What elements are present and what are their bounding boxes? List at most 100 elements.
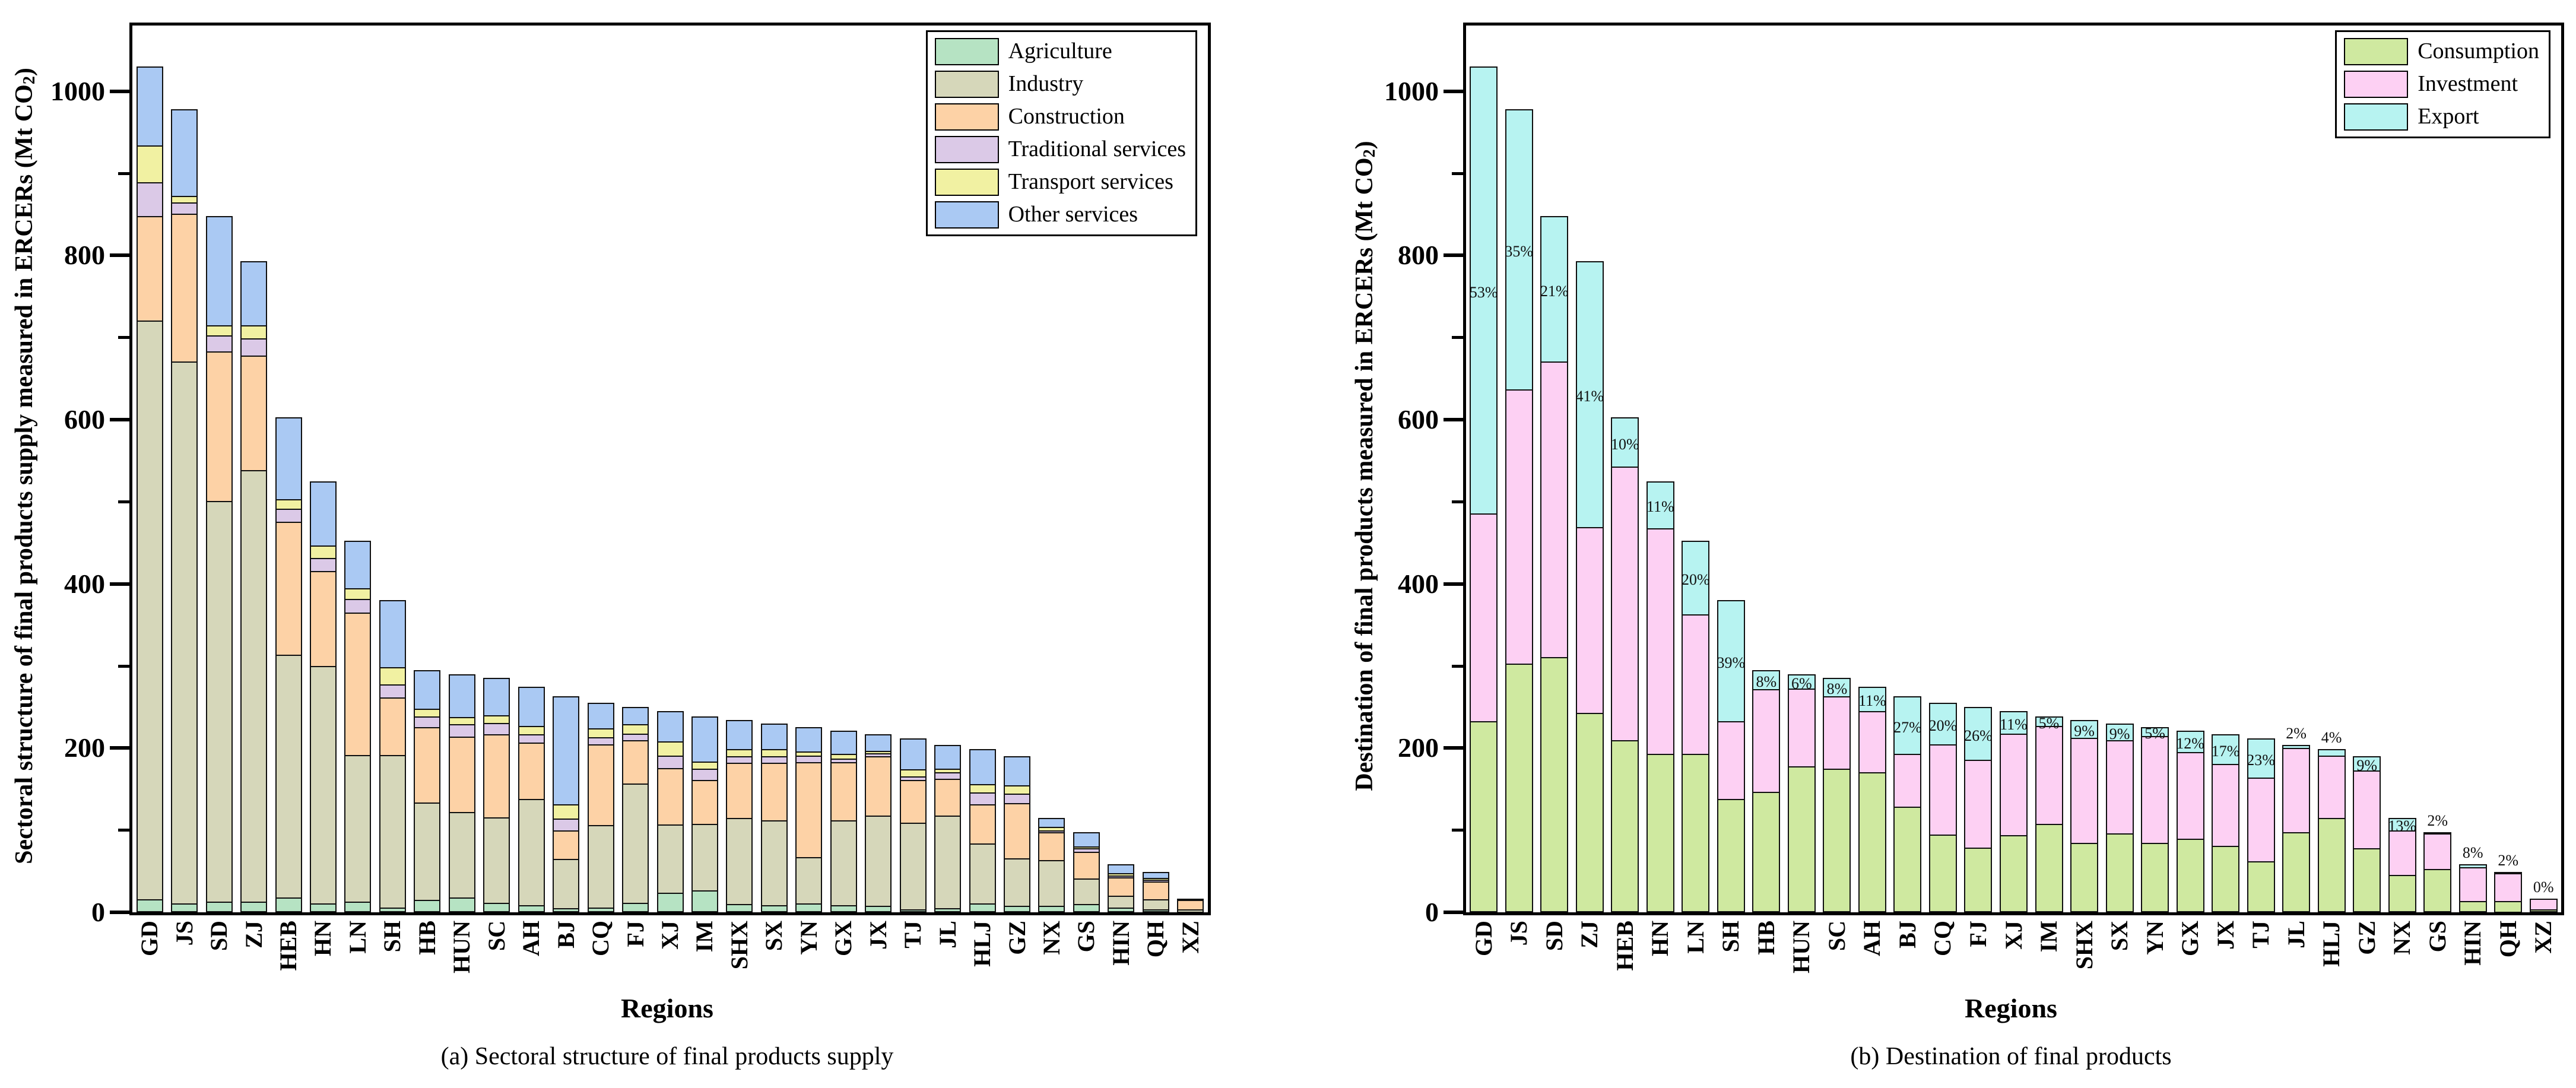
stacked-bar-ah bbox=[518, 686, 545, 912]
legend-label: Traditional services bbox=[1008, 137, 1186, 162]
bar-segment-consumption bbox=[2354, 849, 2380, 911]
bar-segment-construction bbox=[900, 781, 925, 824]
bar-segment-construction bbox=[484, 735, 509, 819]
bar-segment-transport-services bbox=[692, 762, 717, 770]
stacked-bar-sx bbox=[2105, 723, 2134, 912]
bar-segment-industry bbox=[172, 362, 197, 905]
stacked-bar-sx bbox=[760, 723, 788, 912]
stacked-bar-jl bbox=[2282, 744, 2311, 912]
stacked-bar-cq bbox=[1928, 703, 1957, 912]
bar-segment-construction bbox=[658, 769, 683, 826]
export-share-label-hn: 11% bbox=[1646, 498, 1674, 516]
bar-segment-export bbox=[1895, 697, 1921, 756]
bar-segment-consumption bbox=[1859, 773, 1885, 911]
bar-segment-transport-services bbox=[866, 751, 891, 754]
x-axis-tick-label-sd: SD bbox=[205, 921, 233, 951]
bar-segment-other-services bbox=[207, 217, 231, 327]
bar-segment-industry bbox=[831, 821, 856, 906]
bar-segment-traditional-services bbox=[276, 509, 301, 523]
bar-segment-investment bbox=[1541, 362, 1568, 658]
bar-segment-consumption bbox=[2318, 819, 2345, 911]
y-axis-title-b-text: Destination of final products measured i… bbox=[1350, 157, 1378, 791]
y-axis-tick-label: 800 bbox=[64, 240, 105, 271]
stacked-bar-gs bbox=[1073, 832, 1100, 912]
x-axis-tick-label-hn: HN bbox=[309, 921, 337, 956]
export-share-label-sx: 9% bbox=[2109, 725, 2130, 743]
legend-swatch-icon bbox=[934, 71, 999, 98]
bar-segment-investment bbox=[2107, 741, 2133, 835]
bar-segment-transport-services bbox=[658, 743, 683, 757]
bar-segment-other-services bbox=[762, 724, 786, 750]
plot-area-b: 0 200 400 600 800 1000 GD 53% JS 35% SD 21% ZJ 41% HEB… bbox=[1384, 23, 2564, 973]
y-axis-tick-label: 400 bbox=[64, 568, 105, 599]
stacked-bar-js bbox=[1505, 109, 1533, 912]
bar-segment-industry bbox=[1143, 900, 1168, 911]
bar-segment-consumption bbox=[1824, 770, 1850, 911]
stacked-bar-hun bbox=[1787, 674, 1816, 912]
bar-segment-construction bbox=[554, 831, 579, 861]
bar-segment-construction bbox=[207, 353, 231, 503]
x-axis-tick-label-fj: FJ bbox=[1964, 921, 1991, 947]
bar-segment-agriculture bbox=[449, 899, 474, 911]
bar-segment-transport-services bbox=[727, 750, 752, 758]
bar-segment-traditional-services bbox=[415, 717, 440, 728]
x-axis-tick-label-js: JS bbox=[1505, 921, 1533, 946]
bar-segment-traditional-services bbox=[519, 735, 544, 744]
y-axis-minor-tick bbox=[118, 664, 129, 668]
stacked-bar-hlj bbox=[2317, 748, 2346, 912]
stacked-bar-yn bbox=[2141, 727, 2169, 912]
bar-segment-consumption bbox=[2001, 836, 2026, 911]
export-share-label-sh: 39% bbox=[1717, 654, 1746, 672]
bar-segment-transport-services bbox=[935, 770, 960, 773]
bar-segment-export bbox=[2213, 735, 2239, 765]
x-axis-tick-label-qh: QH bbox=[2494, 921, 2521, 958]
y-axis-tick-label: 1000 bbox=[50, 75, 105, 106]
bar-segment-industry bbox=[1039, 861, 1064, 908]
bar-segment-construction bbox=[762, 764, 786, 822]
bar-segment-other-services bbox=[449, 675, 474, 718]
stacked-bar-hn bbox=[1646, 481, 1674, 912]
export-share-label-ln: 20% bbox=[1682, 570, 1710, 588]
bar-segment-industry bbox=[692, 824, 717, 892]
bar-segment-traditional-services bbox=[762, 757, 786, 765]
x-axis-tick-label-yn: YN bbox=[2141, 921, 2168, 955]
bar-segment-consumption bbox=[2036, 824, 2062, 911]
bar-segment-transport-services bbox=[172, 196, 197, 204]
bar-segment-investment bbox=[1471, 514, 1497, 722]
bar-segment-industry bbox=[727, 819, 752, 906]
bar-segment-agriculture bbox=[1109, 908, 1134, 911]
bar-segment-consumption bbox=[1788, 767, 1814, 911]
bar-segment-consumption bbox=[1647, 755, 1673, 911]
legend-label: Other services bbox=[1008, 202, 1138, 227]
bar-segment-consumption bbox=[2495, 902, 2521, 912]
bar-segment-transport-services bbox=[623, 725, 648, 735]
bar-segment-industry bbox=[1074, 880, 1099, 906]
bar-segment-investment bbox=[1965, 760, 1991, 849]
export-share-label-hin: 8% bbox=[2462, 843, 2483, 861]
bar-segment-transport-services bbox=[1039, 828, 1064, 832]
bar-segment-other-services bbox=[935, 746, 960, 770]
bar-segment-consumption bbox=[2071, 843, 2098, 911]
bar-segment-traditional-services bbox=[207, 336, 231, 353]
export-share-label-xj: 11% bbox=[2000, 715, 2028, 733]
legend-swatch-icon bbox=[2344, 103, 2409, 131]
export-share-label-fj: 26% bbox=[1964, 727, 1993, 744]
y-axis-minor-tick bbox=[1452, 172, 1463, 175]
stacked-bar-tj bbox=[2247, 738, 2275, 912]
bar-segment-other-services bbox=[727, 721, 752, 750]
bar-segment-traditional-services bbox=[692, 770, 717, 782]
y-axis-minor-tick bbox=[1452, 829, 1463, 832]
caption-b: (b) Destination of final products bbox=[1850, 1043, 2172, 1070]
bar-segment-agriculture bbox=[762, 906, 786, 911]
bar-segment-construction bbox=[1143, 882, 1168, 900]
x-axis-tick-label-gx: GX bbox=[830, 921, 857, 956]
stacked-bar-hlj bbox=[969, 748, 996, 912]
x-axis-tick-label-sx: SX bbox=[2106, 921, 2133, 951]
bar-segment-investment bbox=[2495, 874, 2521, 903]
x-axis-title-b: Regions bbox=[1965, 993, 2057, 1023]
x-axis-tick-label-ah: AH bbox=[1858, 921, 1886, 956]
bar-segment-agriculture bbox=[137, 900, 162, 911]
bar-segment-export bbox=[2318, 750, 2345, 757]
bar-segment-industry bbox=[588, 826, 613, 909]
bar-segment-consumption bbox=[1541, 658, 1568, 911]
